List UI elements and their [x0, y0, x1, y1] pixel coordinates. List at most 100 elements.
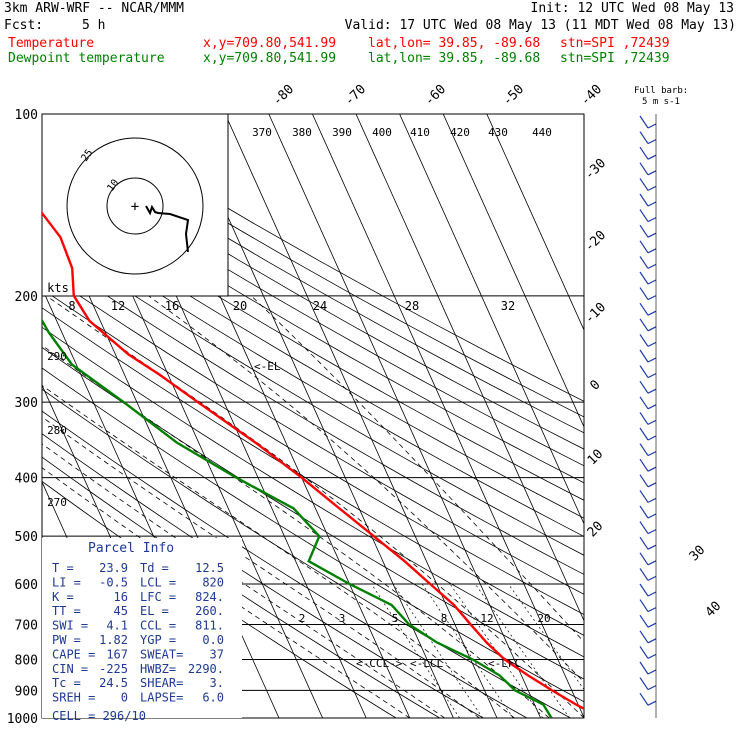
parcel-info-cell: 0 — [121, 691, 128, 705]
moist-adiabat-line — [42, 443, 445, 718]
parcel-info-cell: SREH = — [52, 691, 95, 705]
pressure-tick-label: 800 — [15, 653, 38, 668]
isotherm-line — [312, 114, 584, 718]
wind-barb — [639, 178, 649, 191]
wind-barb — [647, 123, 657, 129]
wind-barb — [647, 607, 657, 613]
pressure-tick-label: 500 — [15, 530, 38, 545]
wind-barb — [639, 209, 649, 222]
dry-adiabat-label: 390 — [332, 126, 352, 139]
dry-adiabat-label: 290 — [47, 350, 67, 363]
parcel-info-cell: CIN = — [52, 662, 88, 676]
wind-barb — [647, 404, 657, 410]
isotherm-label: -60 — [422, 82, 449, 109]
wind-barb — [639, 552, 649, 566]
wind-barb — [647, 622, 657, 628]
wind-barb — [639, 380, 649, 394]
isotherm-label: -70 — [342, 82, 369, 109]
wind-barb — [647, 591, 657, 597]
mixing-ratio-label: 12 — [480, 612, 493, 625]
forecast-label: Fcst: — [4, 18, 44, 33]
parcel-level-annotation: <-LCL — [410, 657, 443, 670]
wind-barb — [647, 139, 657, 145]
model-title: 3km ARW-WRF -- NCAR/MMM — [4, 1, 185, 16]
wind-barb — [639, 271, 649, 285]
parcel-level-annotation: <-CCL-> — [356, 657, 403, 670]
wind-barb — [639, 458, 649, 472]
wind-barb — [647, 544, 657, 550]
init-time: Init: 12 UTC Wed 08 May 13 — [530, 1, 735, 16]
parcel-info-panel — [42, 538, 242, 718]
dry-adiabat-label: 270 — [47, 496, 67, 509]
wind-barb — [639, 115, 649, 129]
mixing-ratio-label: 3 — [339, 612, 346, 625]
moist-adiabat-line — [250, 295, 584, 643]
dry-adiabat-line — [42, 288, 584, 616]
speed-ring-label: 32 — [501, 299, 515, 313]
dry-adiabat-label: 420 — [450, 126, 470, 139]
pressure-tick-label: 700 — [15, 618, 38, 633]
parcel-info-cell: -225 — [99, 662, 128, 676]
parcel-level-annotation: <-LFC — [488, 657, 521, 670]
wind-barb — [647, 638, 657, 644]
wind-barb — [647, 295, 657, 301]
speed-ring-label: 24 — [313, 299, 327, 313]
wind-barb — [647, 310, 657, 316]
hodograph-ring-outer — [66, 137, 204, 275]
parcel-info-cell: TT = — [52, 604, 81, 618]
dry-adiabat-line — [42, 217, 584, 537]
parcel-info-cell: 167 — [106, 647, 128, 661]
legend-dewpoint-latlon: lat,lon= 39.85, -89.68 — [368, 51, 541, 66]
parcel-info-cell: 12.5 — [195, 561, 224, 575]
wind-barb — [647, 435, 657, 441]
dewpoint-trace — [42, 318, 553, 718]
dry-adiabat-label: 410 — [410, 126, 430, 139]
isotherm-label: 10 — [585, 447, 607, 469]
dry-adiabat-line — [42, 326, 584, 658]
wind-barb — [639, 474, 649, 488]
pressure-tick-label: 200 — [15, 290, 38, 305]
isotherm-line — [399, 114, 584, 525]
parcel-info-cell: 820 — [202, 575, 224, 589]
wind-barb — [639, 302, 649, 316]
wind-barb — [647, 279, 657, 285]
parcel-info-cell: LCL = — [140, 575, 176, 589]
mixing-ratio-label: 8 — [441, 612, 448, 625]
wind-barb — [647, 388, 657, 394]
wind-barb — [639, 318, 649, 332]
wind-barb — [639, 287, 649, 300]
legend-temperature-xy: x,y=709.80,541.99 — [203, 36, 337, 51]
parcel-info-cell: 16 — [114, 590, 128, 604]
wind-barb — [647, 341, 657, 347]
parcel-info-cell: 37 — [210, 647, 224, 661]
legend-temperature-latlon: lat,lon= 39.85, -89.68 — [368, 36, 541, 51]
speed-ring-label: 8 — [68, 299, 75, 313]
wind-barb — [647, 685, 657, 691]
storm-cell-motion: CELL = 296/10 — [52, 709, 146, 723]
wind-barbs — [639, 114, 657, 718]
wind-barb — [647, 497, 657, 503]
wind-barb — [647, 154, 657, 160]
dry-adiabat-line — [42, 122, 584, 434]
isotherm-label: 0 — [587, 377, 603, 393]
mixing-ratio-label: 20 — [537, 612, 550, 625]
parcel-info-cell: Tc = — [52, 676, 81, 690]
wind-barb — [639, 162, 649, 176]
legend-temperature-station: stn=SPI ,72439 — [560, 36, 670, 51]
dry-adiabat-line — [42, 234, 584, 556]
isotherm-label: 20 — [585, 519, 607, 541]
wind-barb — [639, 443, 649, 456]
wind-barb — [639, 677, 649, 690]
wind-barb — [647, 513, 657, 519]
parcel-info-cell: LFC = — [140, 590, 176, 604]
dry-adiabat-line — [42, 152, 584, 467]
wind-barb — [639, 365, 649, 378]
wind-barb — [647, 217, 657, 223]
speed-ring-label: kts — [47, 281, 69, 295]
wind-barb — [647, 201, 657, 207]
parcel-info-cell: 6.0 — [202, 691, 224, 705]
wind-barb — [647, 357, 657, 363]
speed-ring-label: 28 — [405, 299, 419, 313]
wind-barb — [647, 419, 657, 425]
